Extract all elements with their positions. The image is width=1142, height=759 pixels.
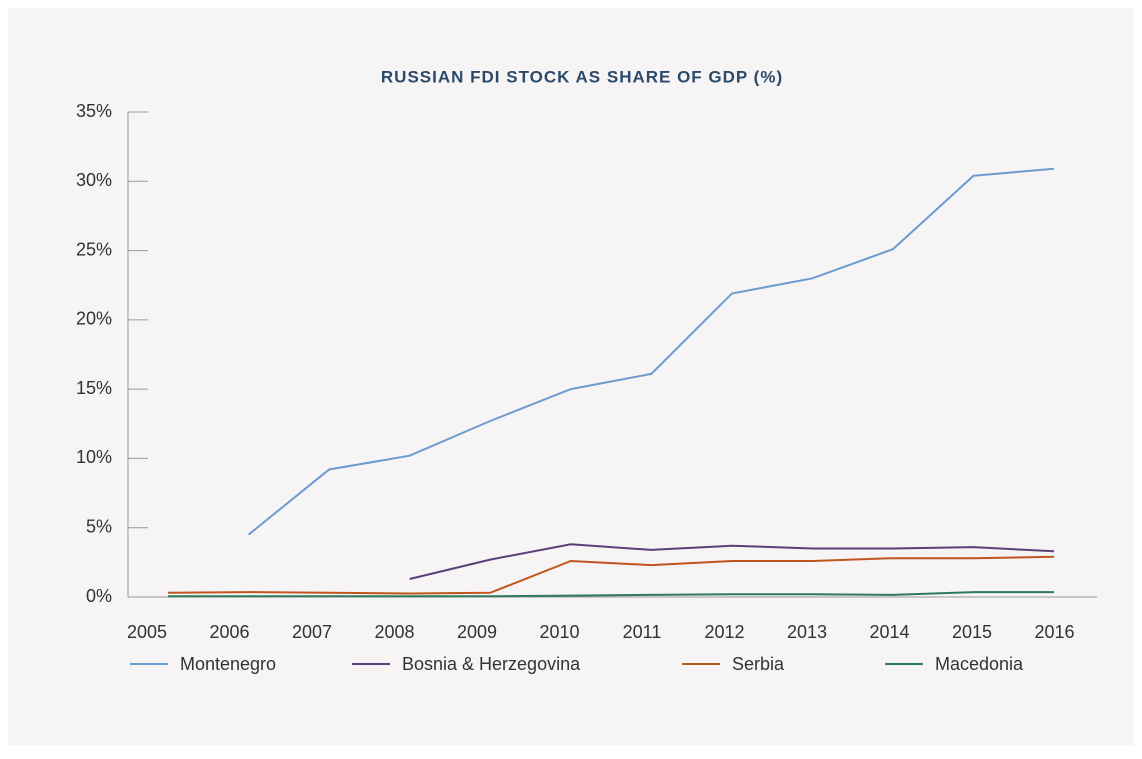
chart-title: RUSSIAN FDI STOCK AS SHARE OF GDP (%) [381, 67, 783, 86]
x-tick-label: 2007 [292, 622, 332, 642]
series-line [168, 591, 1054, 598]
y-tick-label: 0% [86, 586, 112, 606]
legend-label: Serbia [732, 654, 785, 674]
chart-background [8, 8, 1134, 745]
x-tick-label: 2008 [374, 622, 414, 642]
series-line [247, 167, 1055, 536]
y-tick-label: 20% [76, 309, 112, 329]
legend-label: Bosnia & Herzegovina [402, 654, 581, 674]
x-tick-label: 2012 [704, 622, 744, 642]
y-tick-label: 35% [76, 101, 112, 121]
series-line [409, 543, 1055, 580]
legend-label: Macedonia [935, 654, 1024, 674]
x-tick-label: 2006 [209, 622, 249, 642]
x-tick-label: 2010 [539, 622, 579, 642]
series-line [167, 555, 1055, 595]
x-tick-label: 2011 [623, 622, 662, 642]
y-tick-label: 25% [76, 239, 112, 259]
legend-label: Montenegro [180, 654, 276, 674]
x-tick-label: 2016 [1034, 622, 1074, 642]
y-tick-label: 30% [76, 170, 112, 190]
x-tick-label: 2014 [869, 622, 909, 642]
y-tick-label: 15% [76, 378, 112, 398]
y-tick-label: 10% [76, 447, 112, 467]
x-tick-label: 2013 [787, 622, 827, 642]
x-tick-label: 2005 [127, 622, 167, 642]
x-tick-label: 2015 [952, 622, 992, 642]
y-tick-label: 5% [86, 516, 112, 536]
x-tick-label: 2009 [457, 622, 497, 642]
